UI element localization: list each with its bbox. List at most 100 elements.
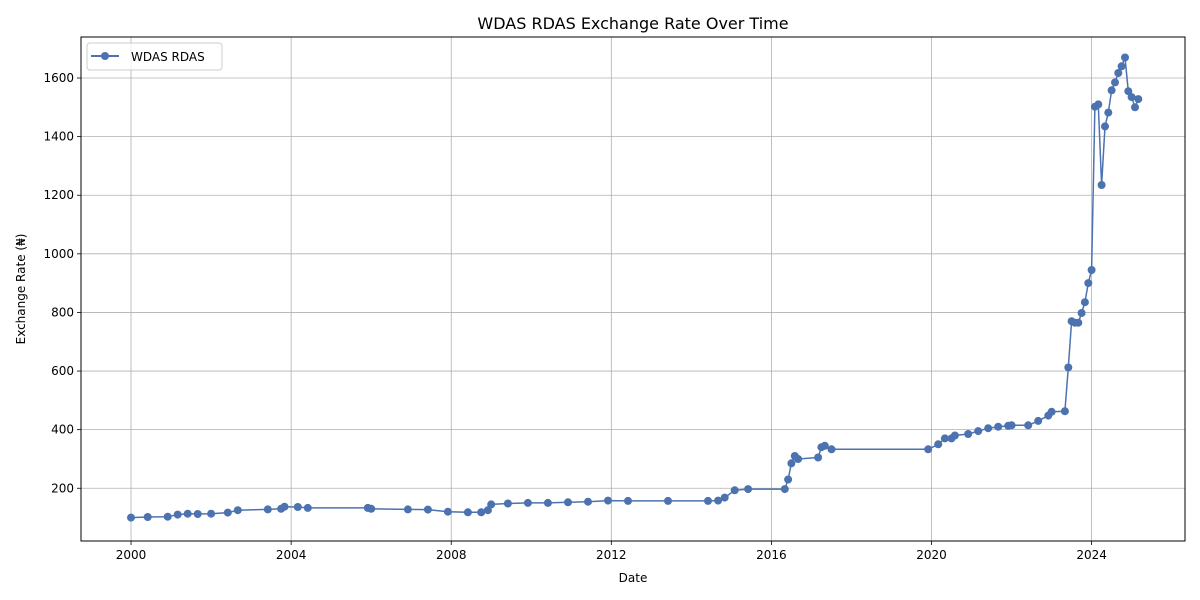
data-point — [1124, 87, 1133, 96]
y-tick-label: 600 — [51, 364, 74, 378]
y-tick-label: 200 — [51, 481, 74, 495]
data-point — [1097, 181, 1106, 189]
data-point — [964, 430, 973, 438]
x-tick-label: 2004 — [276, 548, 307, 562]
data-point — [303, 503, 312, 512]
data-point — [193, 510, 202, 518]
legend-marker — [101, 52, 109, 60]
data-point — [1080, 298, 1089, 307]
y-axis-title: Exchange Rate (₦) — [14, 234, 28, 345]
x-axis-title: Date — [619, 571, 648, 585]
data-point — [704, 496, 712, 505]
data-point — [1094, 100, 1103, 109]
data-point — [940, 434, 949, 443]
legend-box — [86, 42, 223, 71]
x-tick-label: 2012 — [596, 548, 627, 562]
data-point — [1007, 421, 1016, 430]
data-point — [183, 509, 192, 518]
data-point — [994, 422, 1003, 431]
data-point — [143, 513, 152, 521]
data-point — [1084, 279, 1093, 288]
data-point — [730, 486, 739, 495]
legend-label: WDAS RDAS — [131, 50, 205, 64]
data-point — [820, 441, 829, 450]
data-point — [523, 498, 532, 507]
data-point — [564, 498, 572, 507]
data-point — [784, 475, 793, 484]
data-point — [1134, 95, 1143, 104]
data-point — [794, 455, 803, 463]
data-point — [367, 504, 376, 513]
data-point — [1060, 407, 1069, 416]
data-point — [950, 431, 959, 440]
data-point — [503, 499, 512, 508]
y-tick-label: 800 — [51, 305, 74, 319]
data-point — [477, 508, 486, 517]
y-tick-label: 400 — [51, 423, 74, 437]
data-point — [1121, 53, 1129, 62]
y-tick-label: 1600 — [43, 71, 74, 85]
data-point — [974, 427, 983, 436]
data-point — [1047, 407, 1056, 416]
data-point — [443, 507, 452, 516]
data-point — [984, 424, 993, 433]
data-point — [1107, 86, 1116, 95]
data-point — [1024, 421, 1033, 430]
data-point — [1077, 309, 1086, 317]
data-point — [924, 445, 933, 454]
data-point — [173, 510, 182, 519]
data-point — [787, 459, 796, 468]
data-point — [1074, 318, 1083, 327]
data-point — [1101, 122, 1109, 131]
data-point — [293, 503, 302, 511]
data-point — [1114, 69, 1123, 77]
data-point — [624, 496, 632, 505]
series-layer — [127, 53, 1143, 522]
data-point — [744, 485, 753, 494]
data-point — [1104, 108, 1113, 117]
data-point — [584, 497, 592, 506]
data-point — [483, 506, 492, 515]
plot-frame — [80, 36, 1186, 542]
data-point — [604, 496, 612, 505]
data-point — [1087, 266, 1096, 274]
y-tick-label: 1400 — [43, 130, 74, 144]
grid — [81, 37, 1185, 541]
data-point — [163, 512, 172, 521]
data-point — [1034, 416, 1043, 425]
x-tick-label: 2016 — [756, 548, 787, 562]
data-point — [664, 496, 672, 505]
data-point — [1131, 103, 1139, 112]
x-tick-label: 2008 — [436, 548, 467, 562]
data-point — [463, 508, 472, 517]
y-tick-label: 1000 — [43, 247, 74, 261]
data-point — [1117, 62, 1126, 71]
data-point — [280, 502, 289, 511]
legend: WDAS RDAS — [86, 42, 223, 71]
data-point — [714, 496, 723, 505]
x-tick-label: 2024 — [1076, 548, 1107, 562]
data-point — [1064, 363, 1073, 372]
data-point — [487, 500, 496, 509]
data-point — [1127, 93, 1136, 102]
data-point — [127, 513, 135, 522]
data-point — [263, 505, 272, 514]
data-point — [403, 505, 412, 514]
data-point — [423, 505, 432, 514]
x-tick-label: 2020 — [916, 548, 947, 562]
ticks: 2000 2004 2008 2012 2016 2020 2024 200 400 600 800… — [43, 71, 1106, 562]
data-point — [934, 440, 943, 449]
data-point — [207, 509, 216, 518]
data-point — [827, 445, 836, 454]
data-point — [1111, 78, 1119, 87]
data-point — [720, 493, 729, 502]
data-point — [223, 508, 232, 517]
data-point — [814, 453, 823, 462]
y-tick-label: 1200 — [43, 188, 74, 202]
chart-title: WDAS RDAS Exchange Rate Over Time — [477, 14, 788, 33]
data-point — [233, 506, 242, 515]
x-tick-label: 2000 — [116, 548, 147, 562]
data-point — [543, 498, 552, 507]
